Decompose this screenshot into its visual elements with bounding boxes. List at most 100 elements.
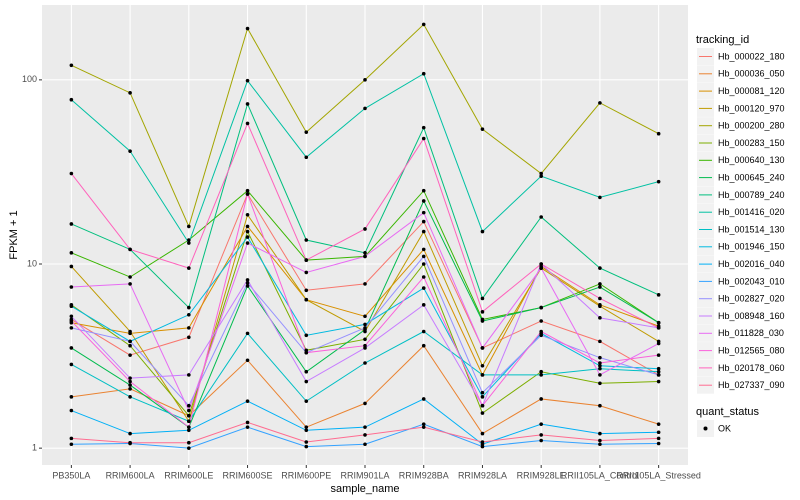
legend-label: Hb_000036_050 [718, 69, 785, 79]
data-point [69, 314, 74, 319]
data-point [128, 149, 132, 153]
legend-label: Hb_002016_040 [718, 259, 785, 269]
data-point [187, 428, 191, 433]
legend-label: Hb_000283_150 [718, 138, 785, 148]
data-point [304, 155, 309, 160]
data-point [187, 224, 191, 229]
legend-label: Hb_000022_180 [718, 51, 785, 61]
data-point [539, 369, 543, 374]
data-point [598, 431, 602, 436]
data-point [363, 282, 367, 286]
data-point [421, 188, 426, 193]
data-point [656, 320, 661, 325]
data-point [187, 266, 191, 270]
data-point [187, 335, 191, 340]
legend-label: Hb_000640_130 [718, 155, 785, 165]
data-point [421, 219, 426, 224]
legend-title: tracking_id [696, 34, 749, 46]
data-point [480, 431, 485, 436]
data-point [421, 343, 426, 348]
data-point [598, 316, 602, 320]
data-point [245, 121, 250, 126]
data-point [187, 408, 191, 413]
data-point [69, 63, 74, 68]
x-tick-label: RRIM928LE [517, 470, 566, 480]
data-point [421, 22, 426, 27]
data-point [363, 314, 367, 319]
data-point [187, 373, 191, 377]
data-point [539, 305, 543, 310]
data-point [480, 296, 485, 301]
data-point [128, 431, 132, 436]
x-tick-label: RRIM600LE [164, 470, 213, 480]
data-point [598, 381, 602, 386]
x-tick-label: RRIM600SE [223, 470, 273, 480]
data-point [656, 441, 661, 446]
data-point [539, 438, 543, 443]
data-point [539, 433, 543, 437]
data-point [598, 304, 602, 309]
data-point [656, 366, 661, 371]
data-point [128, 91, 132, 95]
data-point [128, 275, 132, 279]
legend-label: Hb_002827_020 [718, 294, 785, 304]
data-point [304, 399, 309, 403]
data-point [598, 101, 602, 105]
y-axis-title: FPKM + 1 [8, 210, 20, 259]
data-point [598, 195, 602, 200]
data-point [69, 395, 74, 399]
y-tick-label: 100 [22, 74, 37, 84]
y-tick-label: 1 [32, 443, 37, 453]
data-point [421, 425, 426, 429]
data-point [421, 422, 426, 426]
data-point [598, 442, 602, 447]
data-point [245, 102, 250, 106]
data-point [304, 444, 309, 449]
data-point [421, 254, 426, 259]
data-point [245, 229, 250, 234]
data-point [539, 215, 543, 219]
data-point [69, 442, 74, 447]
data-point [539, 266, 543, 270]
x-tick-label: RRIM901LA [340, 470, 389, 480]
data-point [480, 229, 485, 234]
data-point [598, 438, 602, 443]
data-point [539, 397, 543, 401]
data-point [187, 238, 191, 242]
legend-label: Hb_000645_240 [718, 172, 785, 182]
data-point [245, 224, 250, 229]
data-point [245, 213, 250, 217]
data-point [480, 395, 485, 399]
data-point [480, 364, 485, 368]
data-point [304, 297, 309, 302]
data-point [656, 353, 661, 357]
data-point [656, 379, 661, 384]
x-tick-label: RRIM600PE [281, 470, 331, 480]
legend-label: Hb_011828_030 [718, 328, 784, 338]
data-point [69, 408, 74, 413]
x-tick-label: RRIM600LA [106, 470, 155, 480]
data-point [245, 241, 250, 245]
data-point [421, 199, 426, 203]
data-point [187, 241, 191, 245]
data-point [598, 403, 602, 408]
data-point [421, 303, 426, 307]
data-point [363, 251, 367, 255]
data-point [656, 436, 661, 441]
data-point [598, 282, 602, 286]
x-axis-title: sample_name [330, 483, 399, 495]
data-point [539, 422, 543, 426]
data-point [304, 369, 309, 374]
data-point [598, 266, 602, 270]
data-point [69, 97, 74, 102]
data-point [187, 413, 191, 418]
legend-label: Hb_020178_060 [718, 363, 785, 373]
x-tick-label: PB350LA [52, 470, 90, 480]
data-point [245, 78, 250, 83]
x-tick-label: RRII105LA_Control [561, 470, 639, 480]
data-point [245, 192, 250, 196]
legend-label: Hb_000789_240 [718, 190, 785, 200]
data-point [656, 422, 661, 426]
y-tick-label: 10 [27, 258, 37, 268]
